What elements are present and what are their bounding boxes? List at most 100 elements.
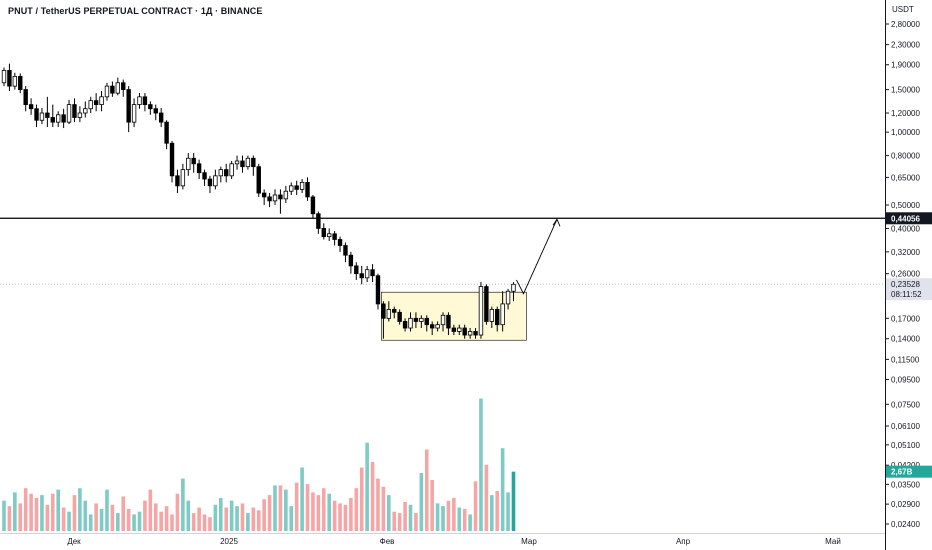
candle (310, 194, 316, 219)
candle-series (1, 63, 516, 339)
candle (224, 163, 229, 183)
volume-bar (240, 503, 245, 531)
candle (229, 161, 234, 180)
volume-bar (219, 497, 223, 531)
price-tick-label: 0,32000 (891, 248, 920, 257)
volume-bar (164, 506, 169, 531)
candle (12, 72, 18, 90)
volume-bar (452, 497, 456, 531)
volume-bar (273, 485, 277, 531)
candle (126, 86, 131, 133)
candle (115, 77, 121, 96)
volume-bar (132, 514, 136, 531)
candle-body (7, 70, 12, 87)
candle-body (440, 314, 446, 326)
candle-body (158, 112, 164, 123)
volume-bar (278, 485, 283, 531)
candle-body (12, 76, 18, 87)
volume-bar (208, 517, 212, 531)
volume-bar (143, 500, 147, 531)
volume-bar (490, 495, 494, 531)
candle-body (50, 117, 55, 123)
price-tick-label: 0,06100 (891, 422, 920, 431)
candle (45, 96, 50, 128)
price-tick-label: 1,90000 (891, 61, 920, 70)
time-label: 2025 (220, 537, 238, 546)
candle-body (142, 96, 148, 106)
candle (191, 153, 196, 173)
volume-bar (414, 513, 418, 531)
candle (153, 104, 158, 121)
volume-bar (148, 489, 153, 531)
candle-body (213, 175, 218, 187)
candle (110, 81, 115, 97)
candle-body (451, 327, 457, 332)
volume-bar (29, 493, 33, 531)
volume-bar (23, 488, 28, 531)
candle (121, 79, 126, 97)
candle (278, 189, 283, 214)
candle (137, 93, 142, 109)
candle (131, 98, 137, 128)
volume-bar (370, 462, 375, 531)
candle-body (245, 157, 251, 168)
candle (213, 169, 218, 190)
candle-body (196, 163, 202, 174)
candle (305, 177, 310, 201)
candle-body (359, 273, 364, 279)
price-tick-label: 0,09500 (891, 375, 920, 384)
candle (196, 159, 202, 180)
volume-bar (365, 442, 369, 531)
price-tick-label: 0,26000 (891, 270, 920, 279)
candle-body (61, 114, 66, 123)
candle (473, 328, 478, 339)
candle-body (467, 331, 473, 336)
candle (505, 288, 511, 310)
volume-bar (479, 398, 483, 531)
candle (240, 155, 245, 173)
candle-body (39, 112, 45, 121)
volume-bar (300, 467, 304, 531)
candle-body (381, 303, 386, 319)
price-tick-label: 0,03500 (891, 480, 920, 489)
candle (451, 324, 457, 336)
candle-body (305, 181, 310, 198)
candle-body (484, 286, 489, 322)
volume-bar (381, 486, 386, 531)
candle-body (224, 169, 229, 177)
volume-bar (511, 471, 516, 531)
price-tick-label: 1,00000 (891, 128, 920, 137)
candle (23, 86, 28, 112)
candle-body (408, 317, 413, 329)
volume-bar (327, 493, 331, 531)
candle-body (99, 96, 104, 106)
candle (375, 273, 381, 310)
candle (261, 189, 267, 205)
candle (56, 111, 61, 128)
candle (289, 182, 294, 195)
volume-bar (181, 478, 185, 531)
volume-bar (40, 495, 44, 531)
candle-body (148, 104, 153, 110)
volume-bar (224, 507, 229, 531)
candle (34, 104, 39, 128)
volume-bar (294, 482, 299, 531)
candle-body (93, 100, 99, 106)
volume-bar (153, 503, 158, 531)
candle-body (489, 309, 494, 322)
volume-bar (495, 490, 500, 531)
arrow-path (516, 219, 558, 295)
candle (343, 242, 348, 263)
volume-bar (484, 464, 489, 531)
candle-body (375, 275, 381, 305)
candle (104, 82, 110, 101)
price-tick-label: 0,05100 (891, 441, 920, 450)
candle (158, 107, 164, 128)
volume-bar (126, 508, 131, 531)
price-tick-label: 0,17000 (891, 314, 920, 323)
candle-body (397, 311, 402, 322)
candle-body (299, 181, 305, 190)
candle-body (251, 157, 256, 168)
